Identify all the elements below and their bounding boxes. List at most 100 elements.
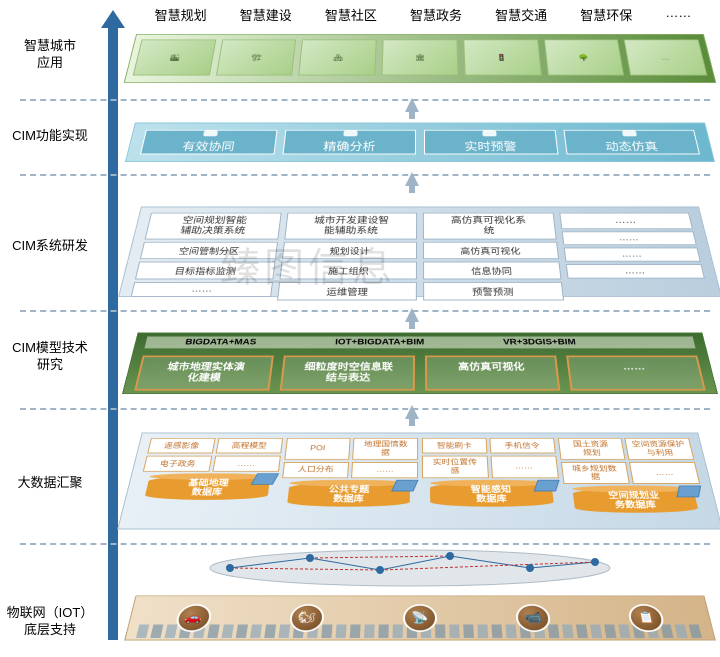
sys-item: 目标指标监测 — [135, 262, 275, 280]
tech-head — [654, 338, 656, 347]
data-source-box: …… — [629, 462, 700, 484]
divider — [20, 543, 710, 545]
layer-tech: BIGDATA+MAS IOT+BIGDATA+BIM VR+3DGIS+BIM… — [130, 325, 710, 400]
sys-item: 运维管理 — [276, 282, 417, 300]
sys-item: 空间管制分区 — [140, 242, 278, 259]
app-tile: 🏛 — [382, 39, 459, 75]
sys-head: 空间规划智能辅助决策系统 — [144, 213, 281, 240]
sys-item: …… — [561, 232, 697, 246]
data-source-box: 人口分布 — [282, 462, 350, 478]
database-cylinder: 智能感知数据库 — [430, 483, 554, 507]
iot-node: 📋 — [627, 604, 667, 632]
label-l2: 大数据汇聚 — [0, 475, 100, 492]
iot-node: 📡 — [403, 604, 437, 632]
tech-box: …… — [566, 356, 706, 391]
sys-head: 城市开发建设智能辅助系统 — [284, 213, 417, 240]
data-column: 智能刷卡手机信令实时位置传感…… 智能感知数据库 — [422, 438, 564, 523]
data-source-box: 高程模型 — [215, 438, 282, 453]
sys-item: …… — [565, 264, 705, 278]
app-label: 智慧建设 — [240, 5, 292, 24]
func-label: 有效协同 — [181, 138, 236, 154]
data-source-box: 实时位置传感 — [422, 456, 489, 478]
vertical-axis — [108, 20, 118, 640]
data-source-box: POI — [284, 438, 351, 459]
data-source-box: 电子政务 — [143, 456, 212, 472]
collab-icon — [203, 131, 218, 137]
sys-item: 预警预测 — [423, 282, 564, 300]
app-tile: 🏗 — [216, 39, 297, 75]
sys-item: …… — [131, 282, 273, 297]
app-tile: 🏙 — [133, 39, 216, 75]
func-box: 实时预警 — [424, 130, 558, 155]
app-label: 智慧环保 — [580, 5, 632, 24]
tech-box: 高仿真可视化 — [425, 356, 560, 391]
label-l6: 智慧城市应用 — [0, 38, 100, 72]
data-source-box: …… — [212, 456, 280, 472]
app-tile: 🌳 — [544, 39, 625, 75]
tech-box: 细粒度时空信息联结与表达 — [280, 356, 415, 391]
app-label: 智慧社区 — [325, 5, 377, 24]
layer-bigdata: 遥感影像高程模型电子政务……基础地理数据库POI地理国情数据人口分布……公共专题… — [130, 420, 710, 540]
data-source-box: 智能刷卡 — [422, 438, 487, 453]
database-cylinder: 空间规划业务数据库 — [572, 489, 699, 513]
divider — [20, 99, 710, 101]
label-l4: CIM系统研发 — [0, 238, 100, 255]
app-label: …… — [665, 5, 691, 24]
data-source-box: 地理国情数据 — [352, 438, 418, 459]
up-arrow-icon — [405, 98, 419, 112]
data-source-box: 城乡规划数据 — [560, 462, 630, 484]
sys-column: …… …… …… …… — [559, 213, 708, 290]
app-tile: 🏘 — [299, 39, 377, 75]
label-l3: CIM模型技术研究 — [0, 340, 100, 374]
app-label: 智慧政务 — [410, 5, 462, 24]
data-source-box: …… — [490, 456, 558, 478]
sys-item: 高仿真可视化 — [423, 242, 559, 259]
divider — [20, 310, 710, 312]
sys-column: 高仿真可视化系统高仿真可视化信息协同预警预测 — [423, 213, 562, 290]
sys-item: 信息协同 — [423, 262, 561, 280]
tech-head: IOT+BIGDATA+BIM — [335, 338, 424, 347]
label-l5: CIM功能实现 — [0, 128, 100, 145]
sys-head: …… — [559, 213, 693, 229]
tech-head: VR+3DGIS+BIM — [503, 338, 577, 347]
divider — [20, 408, 710, 410]
label-l1: 物联网（IOT）底层支持 — [0, 605, 100, 639]
sys-column: 空间规划智能辅助决策系统空间管制分区目标指标监测…… — [132, 213, 281, 290]
data-column: POI地理国情数据人口分布……公共专题数据库 — [276, 438, 418, 523]
up-arrow-icon — [405, 172, 419, 186]
func-label: 实时预警 — [464, 138, 517, 154]
app-tile: 🚦 — [463, 39, 541, 75]
iot-node: 📹 — [515, 604, 552, 632]
func-label: 精确分析 — [323, 138, 376, 154]
analysis-icon — [343, 131, 357, 137]
divider — [20, 174, 710, 176]
sys-head: 高仿真可视化系统 — [423, 213, 556, 240]
network-graph — [200, 548, 620, 588]
sys-item: 规划设计 — [281, 242, 417, 259]
up-arrow-icon — [405, 405, 419, 419]
iot-node: 🚗 — [174, 604, 214, 632]
layer-functions: 有效协同 精确分析 实时预警 动态仿真 — [130, 118, 710, 166]
tech-box: 城市地理实体演化建模 — [134, 356, 274, 391]
data-source-box: …… — [351, 462, 418, 478]
layer-iot: 🚗 🐿 📡 📹 📋 — [130, 590, 710, 645]
data-column: 国土资源规划空间资源保护与利用城乡规划数据……空间规划业务数据库 — [557, 438, 709, 523]
database-cylinder: 基础地理数据库 — [144, 477, 270, 500]
app-label: 智慧规划 — [155, 5, 207, 24]
layer-systems: 空间规划智能辅助决策系统空间管制分区目标指标监测 …… 城市开发建设智能辅助系统规划… — [130, 195, 710, 305]
layer-apps: 🏙 🏗 🏘 🏛 🚦 🌳 … — [130, 28, 710, 88]
func-box: 动态仿真 — [563, 130, 700, 155]
app-labels: 智慧规划 智慧建设 智慧社区 智慧政务 智慧交通 智慧环保 …… — [138, 5, 708, 24]
sys-item: …… — [563, 248, 701, 262]
sys-item: 施工组织 — [279, 262, 417, 280]
alert-icon — [483, 131, 497, 137]
data-source-box: 手机信令 — [489, 438, 555, 453]
func-label: 动态仿真 — [604, 138, 659, 154]
data-column: 遥感影像高程模型电子政务……基础地理数据库 — [130, 438, 282, 523]
tech-head: BIGDATA+MAS — [184, 338, 256, 347]
app-tile: … — [624, 39, 707, 75]
func-box: 精确分析 — [282, 130, 416, 155]
app-label: 智慧交通 — [495, 5, 547, 24]
iot-node: 🐿 — [288, 604, 325, 632]
func-box: 有效协同 — [140, 130, 277, 155]
